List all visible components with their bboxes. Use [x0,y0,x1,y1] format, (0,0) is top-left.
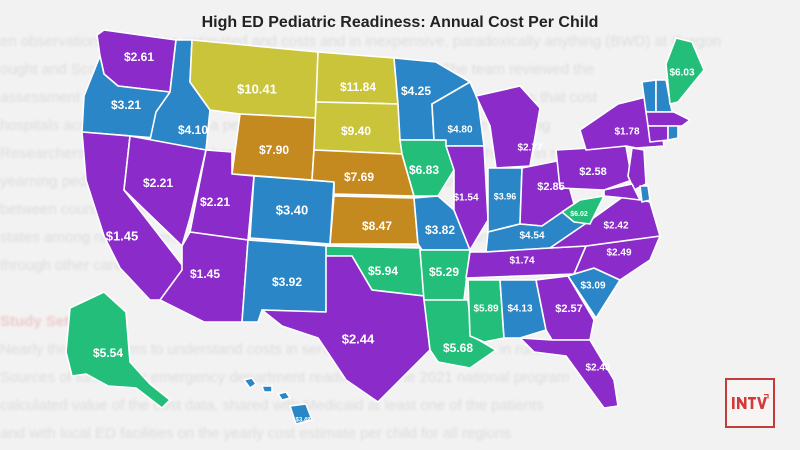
state-value-mi: $2.77 [517,143,542,154]
state-value-ok: $5.94 [368,264,398,278]
state-value-nc: $2.49 [606,248,631,259]
state-il [445,145,489,251]
state-value-az: $1.45 [190,267,220,281]
state-value-ar: $5.29 [429,265,459,279]
state-value-ms: $5.89 [473,304,498,315]
state-ct [647,125,669,143]
state-value-wa: $2.61 [124,50,154,64]
state-value-or: $3.21 [111,98,141,112]
state-value-ky: $4.54 [519,231,544,242]
state-ak [65,291,171,409]
state-value-ny: $1.78 [614,127,639,138]
state-value-ks: $8.47 [362,219,392,233]
state-wv [561,195,605,225]
state-fl [519,337,619,409]
state-ny [579,95,665,151]
state-ma [645,111,691,127]
state-tx [261,255,431,403]
state-value-fl: $2.48 [585,363,610,374]
intv-logo-mark [732,394,769,409]
state-value-tn: $1.74 [509,256,534,267]
state-value-hi: $3.48 [295,418,311,424]
state-value-il: $1.54 [453,193,478,204]
state-value-nv: $2.21 [143,176,173,190]
state-value-wv: $6.02 [570,211,588,218]
state-value-pa: $2.58 [579,166,607,178]
state-value-wy: $7.90 [259,143,289,157]
state-value-ne: $7.69 [344,170,374,184]
state-value-va: $2.42 [603,221,628,232]
state-al [499,279,547,339]
state-mt [189,39,319,119]
intv-logo [725,378,775,428]
state-value-sd: $9.40 [341,124,371,138]
state-value-ut: $2.21 [200,195,230,209]
state-value-nd: $11.84 [340,80,376,94]
state-nv [123,135,207,247]
state-value-tx: $2.44 [342,331,375,346]
state-value-al: $4.13 [507,304,532,315]
state-value-wi: $4.80 [447,125,472,136]
state-value-oh: $2.85 [537,181,565,193]
state-me [665,37,705,105]
state-value-me: $6.03 [669,68,694,79]
state-value-ia: $6.83 [409,163,439,177]
state-md [603,183,641,201]
state-value-nm: $3.92 [272,275,302,289]
state-value-co: $3.40 [276,202,309,217]
state-value-mt: $10.41 [237,81,277,96]
state-value-mn: $4.25 [401,84,431,98]
state-de [639,185,651,203]
state-hi [243,377,313,425]
state-ri [667,125,679,141]
state-value-id: $4.10 [178,123,208,137]
state-value-ak: $5.54 [93,346,123,360]
state-value-sc: $3.09 [580,281,605,292]
state-ms [467,279,505,343]
state-value-la: $5.68 [443,341,473,355]
state-nd [315,51,399,105]
map-title: High ED Pediatric Readiness: Annual Cost… [201,14,599,31]
state-value-ca: $1.45 [106,228,139,243]
state-value-ga: $2.57 [555,303,583,315]
state-mi [475,85,541,169]
state-value-mo: $3.82 [425,223,455,237]
state-value-in: $3.96 [494,191,517,201]
